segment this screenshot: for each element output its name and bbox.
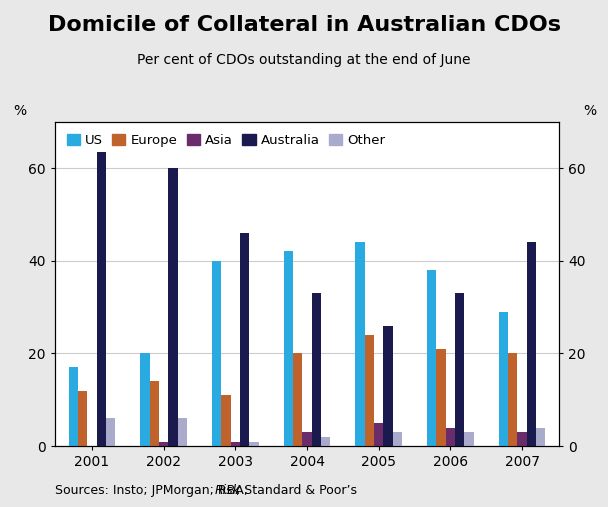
Bar — [499, 312, 508, 446]
Text: Risk: Risk — [215, 484, 241, 497]
Bar — [106, 418, 116, 446]
Bar — [212, 261, 221, 446]
Bar — [365, 335, 374, 446]
Bar — [230, 442, 240, 446]
Bar — [312, 293, 321, 446]
Bar — [374, 423, 384, 446]
Bar — [508, 353, 517, 446]
Bar — [393, 432, 402, 446]
Text: Sources: Insto; JPMorgan; RBA;: Sources: Insto; JPMorgan; RBA; — [55, 484, 252, 497]
Bar — [384, 325, 393, 446]
Bar — [284, 251, 293, 446]
Bar — [517, 432, 527, 446]
Bar — [536, 427, 545, 446]
Bar — [249, 442, 258, 446]
Bar — [321, 437, 330, 446]
Bar — [159, 442, 168, 446]
Bar — [97, 145, 106, 446]
Bar — [150, 381, 159, 446]
Bar — [293, 353, 302, 446]
Bar — [178, 418, 187, 446]
Text: %: % — [13, 104, 26, 119]
Text: Per cent of CDOs outstanding at the end of June: Per cent of CDOs outstanding at the end … — [137, 53, 471, 67]
Text: ; Standard & Poor’s: ; Standard & Poor’s — [236, 484, 357, 497]
Bar — [78, 390, 88, 446]
Bar — [465, 432, 474, 446]
Bar — [455, 293, 465, 446]
Bar — [427, 270, 437, 446]
Text: Domicile of Collateral in Australian CDOs: Domicile of Collateral in Australian CDO… — [47, 15, 561, 35]
Bar — [221, 395, 230, 446]
Bar — [302, 432, 312, 446]
Bar — [140, 353, 150, 446]
Bar — [356, 242, 365, 446]
Bar — [240, 233, 249, 446]
Text: %: % — [583, 104, 596, 119]
Legend: US, Europe, Asia, Australia, Other: US, Europe, Asia, Australia, Other — [61, 128, 391, 152]
Bar — [446, 427, 455, 446]
Bar — [168, 168, 178, 446]
Bar — [69, 368, 78, 446]
Bar — [527, 242, 536, 446]
Bar — [437, 349, 446, 446]
